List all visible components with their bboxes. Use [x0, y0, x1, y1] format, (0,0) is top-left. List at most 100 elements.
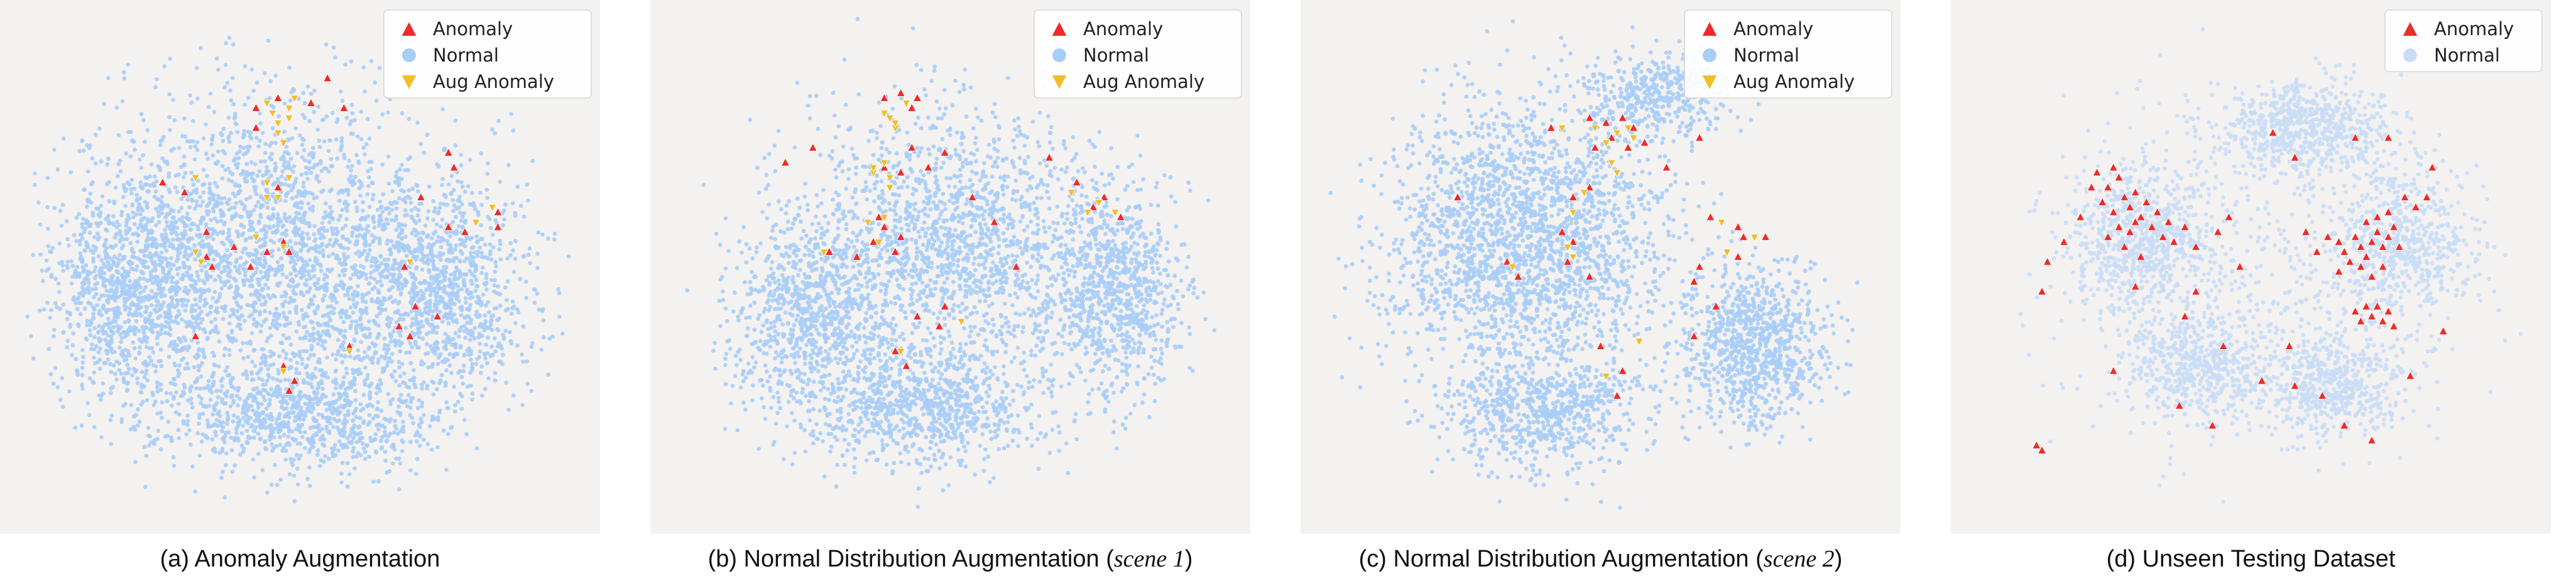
normal-point [131, 210, 136, 215]
normal-point [340, 226, 345, 231]
normal-point [457, 299, 462, 303]
normal-point [397, 365, 401, 370]
normal-point [212, 229, 217, 234]
normal-point [187, 344, 191, 349]
normal-point [189, 100, 194, 105]
normal-point [251, 171, 256, 176]
normal-point [101, 283, 106, 288]
normal-point [386, 347, 391, 352]
normal-point [402, 312, 407, 317]
normal-point [520, 352, 525, 357]
normal-point [443, 332, 448, 336]
normal-point [109, 320, 114, 325]
normal-point [136, 302, 141, 307]
normal-point [330, 401, 335, 406]
normal-point [234, 162, 238, 167]
normal-point [401, 424, 406, 429]
normal-point [359, 323, 364, 327]
normal-point [45, 300, 50, 305]
normal-point [254, 136, 259, 141]
normal-point [124, 223, 129, 228]
normal-point [334, 226, 339, 231]
normal-point [385, 275, 390, 279]
normal-point [324, 281, 329, 286]
normal-point [409, 396, 413, 401]
normal-point [302, 446, 307, 450]
normal-point [190, 177, 195, 182]
normal-point [336, 217, 341, 222]
normal-point [369, 59, 374, 63]
normal-point [240, 250, 245, 254]
normal-point [106, 333, 111, 338]
normal-point [180, 317, 184, 322]
normal-point [219, 219, 224, 224]
normal-point [294, 453, 299, 457]
normal-point [469, 317, 474, 322]
normal-point [51, 381, 56, 386]
normal-point [122, 76, 127, 81]
normal-point [252, 429, 257, 433]
normal-point [151, 403, 156, 408]
normal-point [394, 320, 399, 325]
normal-point [465, 287, 469, 292]
normal-point [208, 424, 213, 429]
normal-point [80, 372, 85, 377]
normal-point [457, 327, 462, 332]
normal-point [249, 423, 254, 428]
normal-point [474, 300, 479, 305]
normal-point [342, 255, 347, 259]
normal-point [419, 362, 423, 367]
normal-point [261, 237, 266, 242]
normal-point [170, 319, 175, 323]
normal-point [310, 268, 315, 273]
normal-point [209, 320, 214, 325]
normal-point [62, 136, 66, 141]
normal-point [305, 374, 310, 379]
normal-point [282, 129, 287, 134]
normal-point [272, 182, 277, 186]
normal-point [495, 344, 500, 349]
normal-point [320, 433, 325, 438]
normal-point [194, 281, 198, 286]
normal-point [417, 433, 422, 438]
normal-point [523, 279, 528, 284]
normal-point [252, 435, 256, 440]
normal-point [227, 314, 232, 318]
normal-point [458, 391, 462, 396]
normal-point [83, 290, 88, 295]
normal-point [130, 373, 134, 377]
normal-point [199, 401, 203, 406]
normal-point [85, 204, 89, 209]
normal-point [124, 388, 129, 393]
normal-point [202, 355, 207, 360]
normal-point [354, 239, 359, 244]
normal-point [172, 361, 177, 366]
normal-point [55, 167, 60, 172]
normal-point [452, 384, 456, 389]
normal-point [254, 410, 259, 415]
normal-point [202, 182, 207, 187]
normal-point [153, 189, 158, 194]
normal-point [146, 298, 151, 302]
normal-point [226, 115, 231, 120]
normal-point [363, 152, 367, 157]
normal-point [320, 285, 325, 290]
normal-point [80, 293, 85, 298]
normal-point [99, 203, 104, 209]
normal-point [414, 439, 419, 444]
normal-point [420, 386, 424, 391]
normal-point [327, 456, 331, 461]
normal-point [391, 272, 396, 277]
normal-point [396, 456, 401, 461]
normal-point [220, 399, 224, 404]
normal-point [117, 252, 123, 258]
normal-point [503, 328, 508, 334]
normal-point [222, 391, 227, 396]
normal-point [242, 129, 246, 134]
normal-point [170, 215, 175, 220]
normal-point [468, 296, 472, 301]
normal-point [139, 165, 144, 170]
normal-point [201, 350, 206, 355]
normal-point [143, 243, 148, 248]
normal-point [325, 304, 330, 309]
